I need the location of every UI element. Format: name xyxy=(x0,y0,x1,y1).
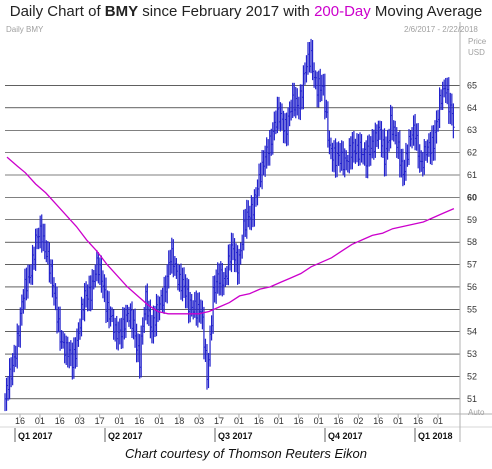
title-ma-label: 200-Day xyxy=(314,3,371,20)
x-tick-label-8: 18 xyxy=(174,416,184,426)
period-label-0: Q1 2017 xyxy=(18,431,53,441)
y-tick-label-59: 59 xyxy=(467,215,477,225)
y-tick-label-63: 63 xyxy=(467,125,477,135)
y-tick-label-53: 53 xyxy=(467,349,477,359)
y-tick-label-64: 64 xyxy=(467,103,477,113)
chart-title: Daily Chart of BMY since February 2017 w… xyxy=(0,0,492,24)
x-tick-label-14: 16 xyxy=(294,416,304,426)
x-tick-label-15: 01 xyxy=(314,416,324,426)
auto-scale-label[interactable]: Auto xyxy=(468,408,485,417)
x-tick-label-2: 16 xyxy=(55,416,65,426)
y-tick-label-57: 57 xyxy=(467,260,477,270)
x-tick-label-20: 16 xyxy=(413,416,423,426)
x-tick-label-11: 01 xyxy=(234,416,244,426)
y-tick-label-56: 56 xyxy=(467,282,477,292)
x-tick-label-3: 03 xyxy=(75,416,85,426)
title-prefix: Daily Chart of xyxy=(9,3,105,20)
x-tick-label-17: 02 xyxy=(353,416,363,426)
header-date-range: 2/6/2017 - 2/22/2018 xyxy=(404,25,478,34)
x-tick-label-13: 01 xyxy=(274,416,284,426)
x-tick-label-5: 01 xyxy=(115,416,125,426)
x-gridlines xyxy=(19,414,439,418)
x-tick-label-16: 16 xyxy=(333,416,343,426)
x-tick-label-7: 01 xyxy=(154,416,164,426)
x-tick-label-0: 16 xyxy=(15,416,25,426)
y-tick-label-52: 52 xyxy=(467,371,477,381)
title-suffix: Moving Average xyxy=(370,3,483,20)
period-label-3: Q4 2017 xyxy=(328,431,363,441)
y-tick-label-55: 55 xyxy=(467,304,477,314)
x-axis-labels: 16 01 16 03 17 01 16 01 18 03 17 01 16 01 16 01 16 02 16 01… xyxy=(15,416,443,426)
y-tick-label-61: 61 xyxy=(467,170,477,180)
y-tick-label-54: 54 xyxy=(467,327,477,337)
y-tick-label-62: 62 xyxy=(467,148,477,158)
price-bars xyxy=(4,38,455,412)
x-tick-label-10: 17 xyxy=(214,416,224,426)
x-tick-label-21: 01 xyxy=(433,416,443,426)
price-unit-label: Price xyxy=(468,37,487,46)
y-tick-label-58: 58 xyxy=(467,237,477,247)
title-symbol: BMY xyxy=(104,3,139,20)
period-labels: Q1 2017 Q2 2017 Q3 2017 Q4 2017 Q1 2018 xyxy=(14,428,453,442)
period-label-1: Q2 2017 xyxy=(108,431,143,441)
x-tick-label-6: 16 xyxy=(134,416,144,426)
moving-average-line xyxy=(6,156,455,315)
x-tick-label-12: 16 xyxy=(254,416,264,426)
x-tick-label-19: 01 xyxy=(393,416,403,426)
currency-label: USD xyxy=(468,48,485,57)
x-tick-label-9: 03 xyxy=(194,416,204,426)
y-axis-labels: 51 52 53 54 55 56 57 58 59 60 61 62 63 64 65 xyxy=(467,80,477,403)
header-left-label: Daily BMY xyxy=(6,25,44,34)
y-tick-label-65: 65 xyxy=(467,80,477,90)
y-tick-label-60: 60 xyxy=(467,192,477,202)
title-middle: since February 2017 with xyxy=(138,3,315,20)
chart-credit: Chart courtesy of Thomson Reuters Eikon xyxy=(124,446,368,461)
x-tick-label-18: 16 xyxy=(373,416,383,426)
x-tick-label-4: 17 xyxy=(95,416,105,426)
x-tick-label-1: 01 xyxy=(35,416,45,426)
period-label-2: Q3 2017 xyxy=(218,431,253,441)
y-tick-label-51: 51 xyxy=(467,394,477,404)
period-label-4: Q1 2018 xyxy=(418,431,453,441)
